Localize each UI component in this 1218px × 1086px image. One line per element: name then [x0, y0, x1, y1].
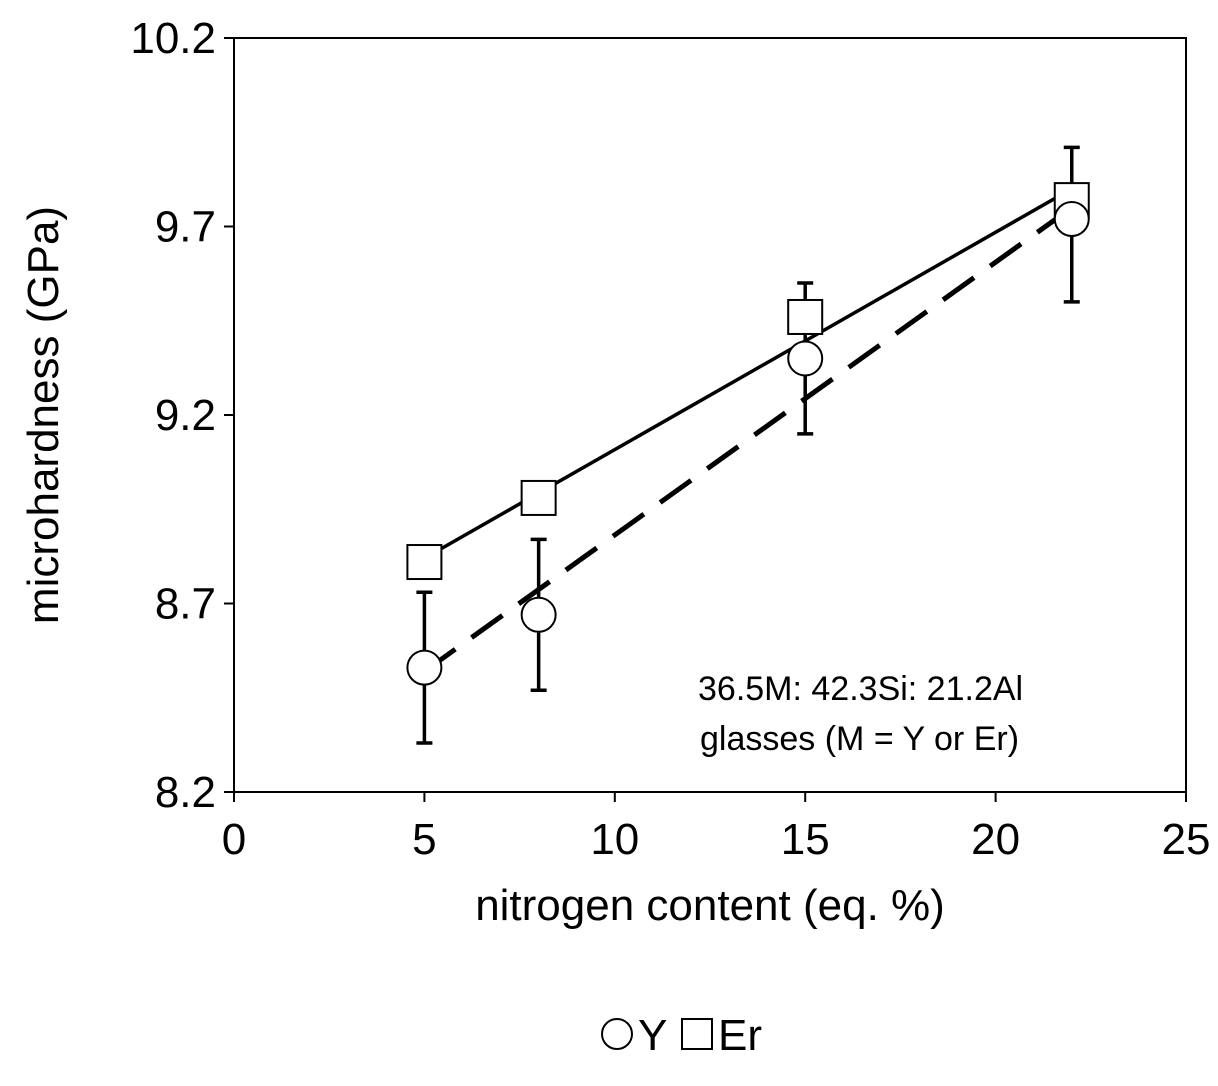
marker-y-point: [406, 649, 443, 686]
x-tick-label: 10: [590, 815, 639, 864]
y-tick-label: 10.2: [130, 14, 216, 63]
marker-er-point: [406, 544, 443, 581]
x-tick-label: 20: [971, 815, 1020, 864]
marker-y-point: [520, 596, 557, 633]
legend-label-er: Er: [718, 1011, 762, 1060]
x-tick-label: 0: [222, 815, 246, 864]
marker-y-point: [787, 340, 824, 377]
x-tick-label: 15: [781, 815, 830, 864]
legend-label-y: Y: [638, 1011, 667, 1060]
marker-er-point: [520, 479, 557, 516]
fit-lines: [422, 187, 1074, 674]
axes: 0 5 10 15 20 25 8.2 8.7 9.2 9.7 10.2: [130, 14, 1210, 864]
y-tick-label: 8.7: [155, 580, 216, 629]
x-axis-title: nitrogen content (eq. %): [475, 881, 945, 930]
y-axis-title: microhardness (GPa): [19, 206, 68, 624]
annotation-line-1: 36.5M: 42.3Si: 21.2Al: [698, 670, 1023, 708]
annotation-line-2: glasses (M = Y or Er): [700, 720, 1019, 758]
error-bars: [416, 145, 1080, 745]
markers: [406, 182, 1090, 686]
y-tick-label: 9.7: [155, 203, 216, 252]
fit-line-y: [422, 205, 1074, 674]
x-tick-label: 25: [1162, 815, 1211, 864]
y-tick-label: 8.2: [155, 768, 216, 817]
y-tick-label: 9.2: [155, 391, 216, 440]
legend: Y Er: [601, 1011, 762, 1060]
legend-circle-icon: [601, 1018, 633, 1050]
x-tick-label: 5: [412, 815, 436, 864]
marker-y-point: [1053, 200, 1090, 237]
marker-er-point: [787, 298, 824, 335]
legend-square-icon: [681, 1018, 713, 1050]
